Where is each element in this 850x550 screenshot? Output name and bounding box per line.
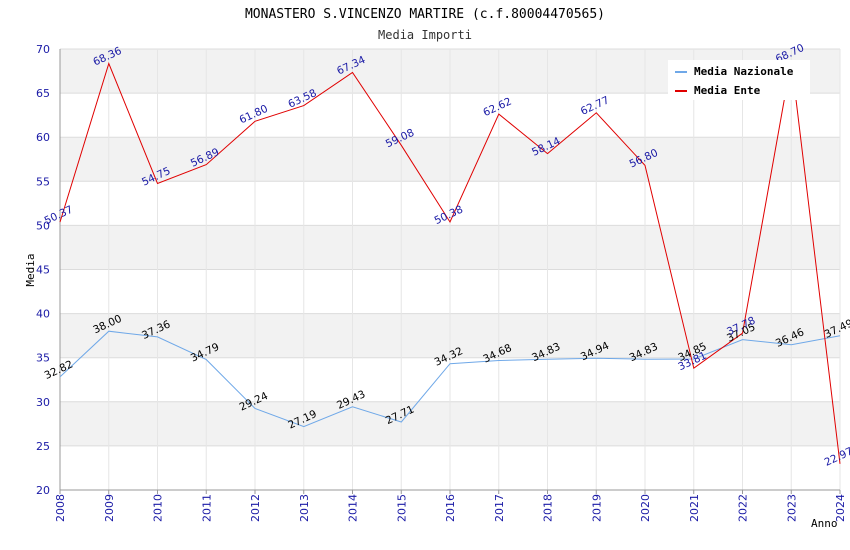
x-tick-label: 2024 xyxy=(834,494,847,522)
series-line-ente xyxy=(59,60,841,464)
y-tick-label: 35 xyxy=(36,352,50,365)
grid-lines xyxy=(59,48,841,491)
x-tick-label: 2023 xyxy=(785,494,798,522)
y-tick-label: 50 xyxy=(36,219,50,232)
x-axis-ticks: 2008 2009 2010 2011 2012 2013 2014 2015 2016 2017… xyxy=(54,490,847,522)
x-tick-label: 2014 xyxy=(347,494,360,522)
x-tick-label: 2019 xyxy=(590,494,603,522)
y-axis-ticks: 20 25 30 35 40 45 50 55 60 65 70 xyxy=(36,43,50,497)
x-axis-label: Anno xyxy=(811,517,838,530)
y-tick-label: 40 xyxy=(36,308,50,321)
x-tick-label: 2009 xyxy=(103,494,116,522)
x-tick-label: 2012 xyxy=(249,494,262,522)
y-axis-label: Media xyxy=(24,253,37,286)
y-tick-label: 25 xyxy=(36,440,50,453)
x-tick-label: 2010 xyxy=(152,494,165,522)
chart-subtitle: Media Importi xyxy=(378,28,472,42)
y-tick-label: 70 xyxy=(36,43,50,56)
legend: Media Nazionale Media Ente xyxy=(668,60,810,100)
data-label-ente: 22.97 xyxy=(823,445,850,469)
legend-label-ente: Media Ente xyxy=(694,84,761,97)
x-tick-label: 2021 xyxy=(688,494,701,522)
data-label-ente: 50.38 xyxy=(433,204,465,228)
x-tick-label: 2016 xyxy=(444,494,457,522)
x-tick-label: 2013 xyxy=(298,494,311,522)
x-tick-label: 2017 xyxy=(493,494,506,522)
data-label-ente: 50.37 xyxy=(43,204,75,228)
y-tick-label: 55 xyxy=(36,175,50,188)
legend-label-nazionale: Media Nazionale xyxy=(694,65,794,78)
x-tick-label: 2018 xyxy=(542,494,555,522)
x-tick-label: 2020 xyxy=(639,494,652,522)
legend-box xyxy=(668,60,810,100)
data-label-ente: 62.62 xyxy=(481,96,513,120)
y-tick-label: 20 xyxy=(36,484,50,497)
series-line-nazionale xyxy=(59,330,841,428)
y-tick-label: 30 xyxy=(36,396,50,409)
x-tick-label: 2015 xyxy=(395,494,408,522)
y-tick-label: 65 xyxy=(36,87,50,100)
series-lines xyxy=(59,60,841,464)
y-tick-label: 45 xyxy=(36,264,50,277)
x-tick-label: 2008 xyxy=(54,494,67,522)
y-tick-label: 60 xyxy=(36,131,50,144)
chart-title: MONASTERO S.VINCENZO MARTIRE (c.f.800044… xyxy=(245,7,605,22)
x-tick-label: 2011 xyxy=(200,494,213,522)
x-tick-label: 2022 xyxy=(737,494,750,522)
